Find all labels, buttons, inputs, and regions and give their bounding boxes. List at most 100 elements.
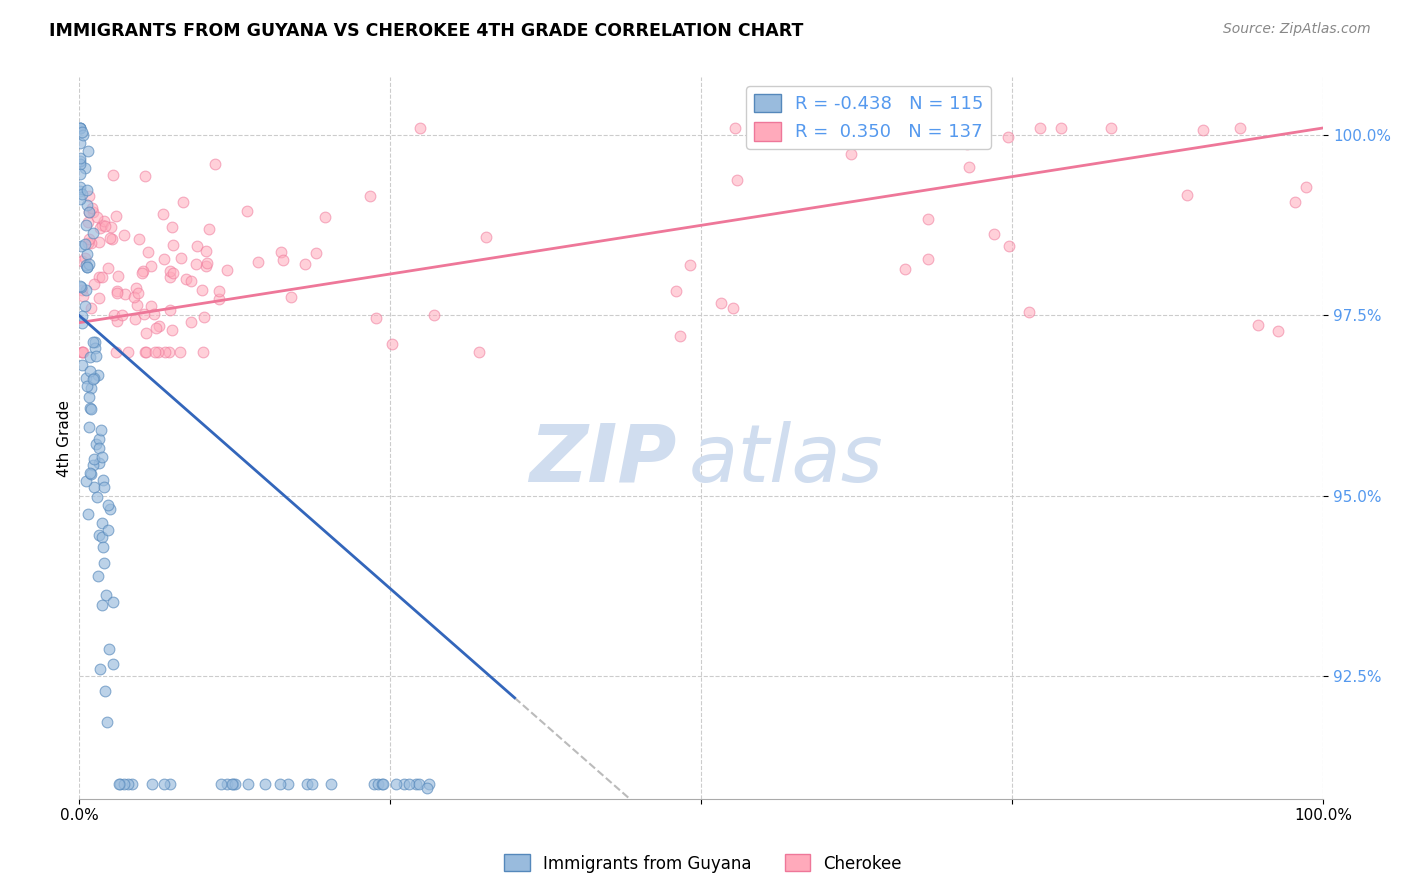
Point xyxy=(98,231,121,245)
Point xyxy=(174,272,197,286)
Point xyxy=(97,260,120,275)
Point xyxy=(186,238,208,252)
Text: IMMIGRANTS FROM GUYANA VS CHEROKEE 4TH GRADE CORRELATION CHART: IMMIGRANTS FROM GUYANA VS CHEROKEE 4TH G… xyxy=(49,22,804,40)
Point xyxy=(363,777,385,791)
Point xyxy=(82,334,104,349)
Point xyxy=(1018,305,1040,319)
Point xyxy=(160,220,183,235)
Point xyxy=(195,256,218,270)
Point xyxy=(72,344,94,359)
Point xyxy=(86,569,108,583)
Point xyxy=(70,359,93,373)
Point xyxy=(1267,325,1289,339)
Point xyxy=(198,221,221,235)
Point xyxy=(180,315,202,329)
Point xyxy=(710,296,733,310)
Point xyxy=(180,274,202,288)
Point xyxy=(101,232,124,246)
Point xyxy=(87,270,110,285)
Point xyxy=(105,285,128,299)
Point xyxy=(97,498,120,512)
Point xyxy=(83,452,105,467)
Point xyxy=(408,777,430,791)
Point xyxy=(727,172,749,186)
Point xyxy=(84,334,107,349)
Point xyxy=(153,344,176,359)
Point xyxy=(221,777,243,791)
Point xyxy=(75,283,97,297)
Point xyxy=(79,401,101,415)
Point xyxy=(69,151,91,165)
Point xyxy=(246,255,269,269)
Point xyxy=(93,480,115,494)
Point xyxy=(70,283,93,297)
Point xyxy=(665,284,688,298)
Point xyxy=(77,419,100,434)
Point xyxy=(418,777,440,791)
Point xyxy=(143,307,166,321)
Point xyxy=(1029,120,1052,135)
Point xyxy=(367,777,389,791)
Point xyxy=(69,136,91,151)
Point xyxy=(1284,194,1306,209)
Point xyxy=(280,290,302,304)
Point xyxy=(423,308,446,322)
Point xyxy=(893,261,915,276)
Point xyxy=(84,342,107,356)
Point xyxy=(69,179,91,194)
Point xyxy=(69,167,91,181)
Point xyxy=(159,303,181,318)
Point xyxy=(76,183,98,197)
Point xyxy=(235,204,257,219)
Point xyxy=(669,328,692,343)
Point xyxy=(208,293,231,307)
Point xyxy=(87,432,110,446)
Point xyxy=(172,194,194,209)
Point xyxy=(153,777,176,791)
Point xyxy=(87,235,110,250)
Point xyxy=(392,777,415,791)
Point xyxy=(98,501,121,516)
Point xyxy=(75,219,97,233)
Point xyxy=(204,157,226,171)
Point xyxy=(108,777,131,791)
Point xyxy=(77,215,100,229)
Point xyxy=(94,219,117,233)
Point xyxy=(76,379,98,393)
Point xyxy=(238,777,260,791)
Point xyxy=(1050,120,1073,135)
Point xyxy=(121,777,143,791)
Point xyxy=(90,450,112,464)
Point xyxy=(117,344,139,359)
Point xyxy=(111,308,134,322)
Point xyxy=(132,307,155,321)
Point xyxy=(145,321,167,335)
Point xyxy=(159,264,181,278)
Point xyxy=(131,266,153,280)
Point xyxy=(77,144,100,158)
Point xyxy=(87,456,110,470)
Point xyxy=(96,714,118,729)
Point xyxy=(69,157,91,171)
Point xyxy=(72,128,94,143)
Point xyxy=(86,211,108,225)
Point xyxy=(114,286,136,301)
Point xyxy=(79,188,101,202)
Point xyxy=(89,220,111,235)
Point xyxy=(76,247,98,261)
Point xyxy=(69,184,91,198)
Point xyxy=(77,205,100,219)
Point xyxy=(87,441,110,455)
Point xyxy=(90,598,112,612)
Point xyxy=(91,473,114,487)
Point xyxy=(122,290,145,304)
Point xyxy=(135,344,157,359)
Point xyxy=(997,130,1019,145)
Text: Source: ZipAtlas.com: Source: ZipAtlas.com xyxy=(1223,22,1371,37)
Point xyxy=(103,308,125,322)
Point xyxy=(90,423,112,437)
Y-axis label: 4th Grade: 4th Grade xyxy=(58,400,72,476)
Point xyxy=(195,244,218,258)
Point xyxy=(384,777,406,791)
Point xyxy=(90,218,112,232)
